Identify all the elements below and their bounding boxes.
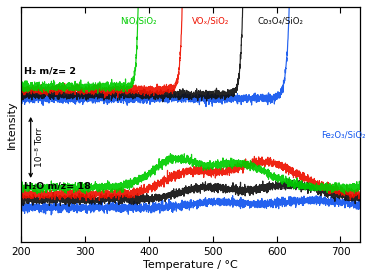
Y-axis label: Intensity: Intensity [7,100,17,149]
Text: Co₃O₄/SiO₂: Co₃O₄/SiO₂ [257,16,304,25]
Text: Fe₂O₃/SiO₂: Fe₂O₃/SiO₂ [321,131,366,140]
Text: 10⁻⁸ Torr: 10⁻⁸ Torr [35,128,44,167]
X-axis label: Temperature / °C: Temperature / °C [143,260,238,270]
Text: H₂O m/z= 18: H₂O m/z= 18 [24,181,91,190]
Text: VOₓ/SiO₂: VOₓ/SiO₂ [192,16,230,25]
Text: H₂ m/z= 2: H₂ m/z= 2 [24,66,76,75]
Text: NiO/SiO₂: NiO/SiO₂ [120,16,157,25]
